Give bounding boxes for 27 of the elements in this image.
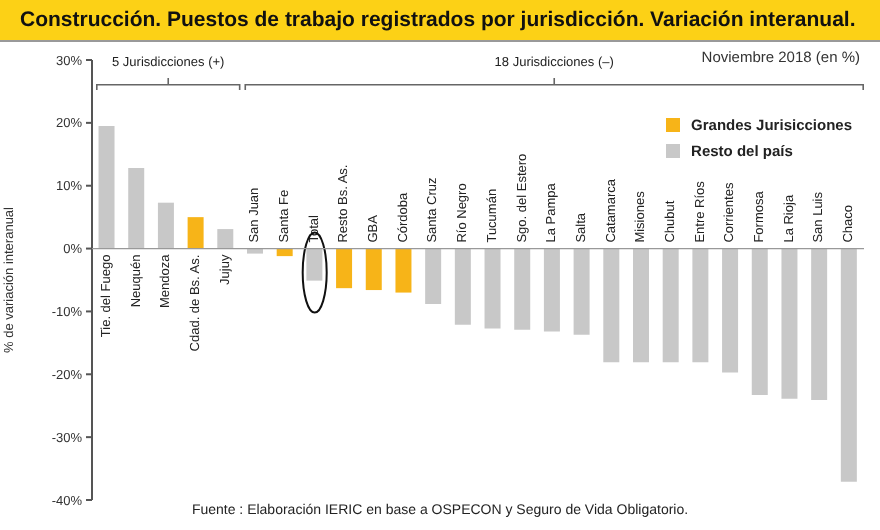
bar — [662, 248, 679, 363]
bar — [722, 248, 739, 373]
bar — [128, 168, 145, 249]
bar — [276, 248, 293, 257]
bar — [573, 248, 590, 335]
bar — [336, 248, 353, 289]
bar — [692, 248, 709, 363]
bar — [781, 248, 798, 399]
bar — [454, 248, 471, 325]
bar — [217, 229, 234, 249]
bar — [187, 217, 204, 249]
bar — [157, 202, 174, 249]
bar — [365, 248, 382, 291]
bar — [425, 248, 442, 304]
bar — [543, 248, 560, 332]
bar — [306, 248, 323, 281]
bar — [98, 126, 115, 249]
bar — [246, 248, 263, 254]
chart-title: Construcción. Puestos de trabajo registrados por jurisdicción. Variación interanual. — [0, 0, 880, 42]
bar — [632, 248, 649, 363]
bar — [840, 248, 857, 482]
bar — [395, 248, 412, 293]
bar — [811, 248, 828, 401]
bar — [484, 248, 501, 329]
bar — [603, 248, 620, 363]
bar — [514, 248, 531, 330]
bar — [751, 248, 768, 396]
